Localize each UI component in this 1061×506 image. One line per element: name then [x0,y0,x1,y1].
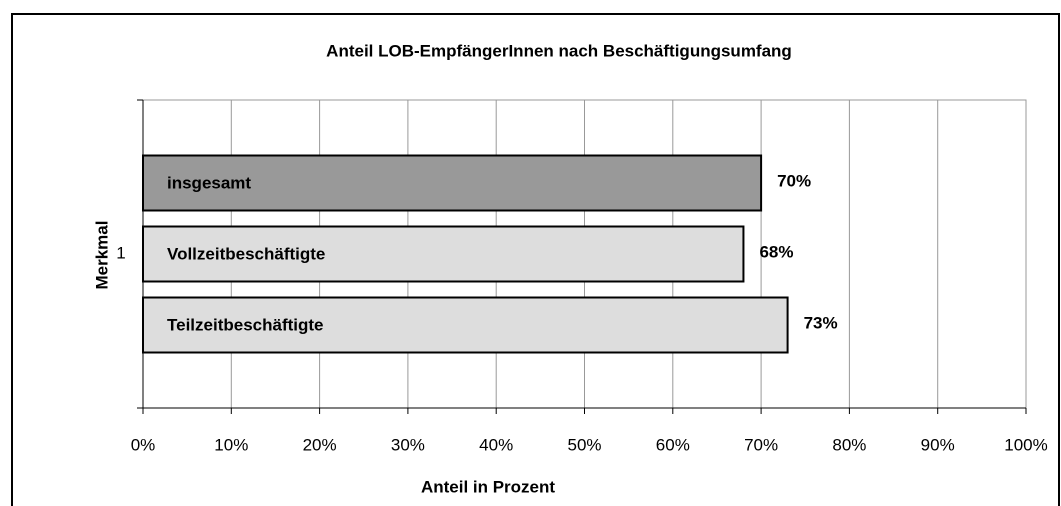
value-label: 68% [759,242,793,261]
x-tick-label: 20% [303,435,337,454]
series-label: insgesamt [167,173,251,192]
x-tick-label: 60% [656,435,690,454]
x-tick-label: 80% [832,435,866,454]
x-tick-label: 50% [567,435,601,454]
series-label: Teilzeitbeschäftigte [167,315,324,334]
y-tick-label: 1 [116,243,125,262]
x-tick-label: 10% [214,435,248,454]
x-tick-label: 100% [1004,435,1047,454]
bar [142,154,763,212]
chart-frame [11,13,1060,506]
x-tick-label: 40% [479,435,513,454]
bar [142,296,789,354]
x-tick-label: 0% [131,435,156,454]
y-axis-label: Merkmal [92,221,111,290]
bar [142,225,745,283]
x-tick-label: 70% [744,435,778,454]
value-label: 73% [804,313,838,332]
x-axis-label: Anteil in Prozent [421,477,555,496]
x-tick-label: 90% [921,435,955,454]
value-label: 70% [777,171,811,190]
series-label: Vollzeitbeschäftigte [167,244,325,263]
x-tick-label: 30% [391,435,425,454]
chart-title: Anteil LOB-EmpfängerInnen nach Beschäfti… [326,41,792,60]
